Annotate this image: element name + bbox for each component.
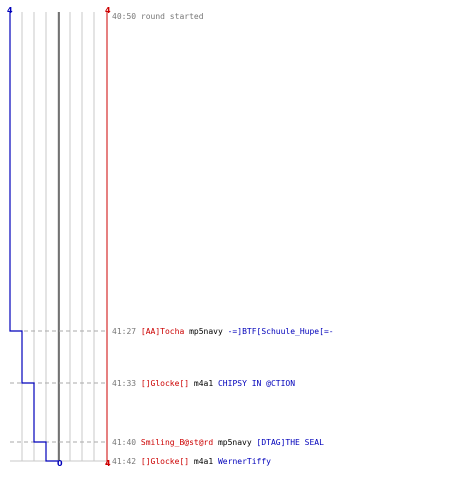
weapon-name: mp5navy bbox=[184, 327, 223, 336]
left-team-end-count: 0 bbox=[57, 459, 63, 468]
weapon-name: mp5navy bbox=[213, 438, 252, 447]
victim-name: -=]BTF[Schuule_Hupe[=- bbox=[223, 327, 334, 336]
event-time: 40:50 bbox=[112, 12, 136, 21]
killer-name: []Glocke[] bbox=[136, 457, 189, 466]
victim-name: [DTAG]THE SEAL bbox=[252, 438, 324, 447]
victim-name: CHIPSY IN @CTION bbox=[213, 379, 295, 388]
killer-name: Smiling_B@st@rd bbox=[136, 438, 213, 447]
event-time: 41:27 bbox=[112, 327, 136, 336]
kill-event-row: 41:27 [AA]Tocha mp5navy -=]BTF[Schuule_H… bbox=[112, 327, 334, 336]
alive-step-lines bbox=[9, 12, 58, 462]
left-team-alive-line bbox=[9, 12, 58, 462]
round-start-text: round started bbox=[136, 12, 204, 21]
log-line: 41:40 Smiling_B@st@rd mp5navy [DTAG]THE … bbox=[112, 438, 324, 447]
kill-event-row: 41:33 []Glocke[] m4a1 CHIPSY IN @CTION bbox=[112, 379, 295, 388]
right-team-start-count: 4 bbox=[105, 6, 111, 15]
log-line: 41:27 [AA]Tocha mp5navy -=]BTF[Schuule_H… bbox=[112, 327, 334, 336]
killer-name: []Glocke[] bbox=[136, 379, 189, 388]
log-line: 40:50 round started bbox=[112, 12, 204, 21]
event-time: 41:33 bbox=[112, 379, 136, 388]
event-time: 41:42 bbox=[112, 457, 136, 466]
weapon-name: m4a1 bbox=[189, 379, 213, 388]
left-team-start-count: 4 bbox=[7, 6, 13, 15]
victim-name: WernerTiffy bbox=[213, 457, 271, 466]
kill-event-row: 41:42 []Glocke[] m4a1 WernerTiffy bbox=[112, 457, 271, 466]
kill-event-row: 41:40 Smiling_B@st@rd mp5navy [DTAG]THE … bbox=[112, 438, 324, 447]
weapon-name: m4a1 bbox=[189, 457, 213, 466]
log-line: 41:33 []Glocke[] m4a1 CHIPSY IN @CTION bbox=[112, 379, 295, 388]
killer-name: [AA]Tocha bbox=[136, 327, 184, 336]
grid-lines bbox=[10, 12, 107, 462]
event-log: 40:50 round started 41:27 [AA]Tocha mp5na… bbox=[112, 12, 334, 466]
log-line: 41:42 []Glocke[] m4a1 WernerTiffy bbox=[112, 457, 271, 466]
right-team-end-count: 4 bbox=[105, 459, 111, 468]
event-time: 41:40 bbox=[112, 438, 136, 447]
round-start-row: 40:50 round started bbox=[112, 12, 204, 21]
